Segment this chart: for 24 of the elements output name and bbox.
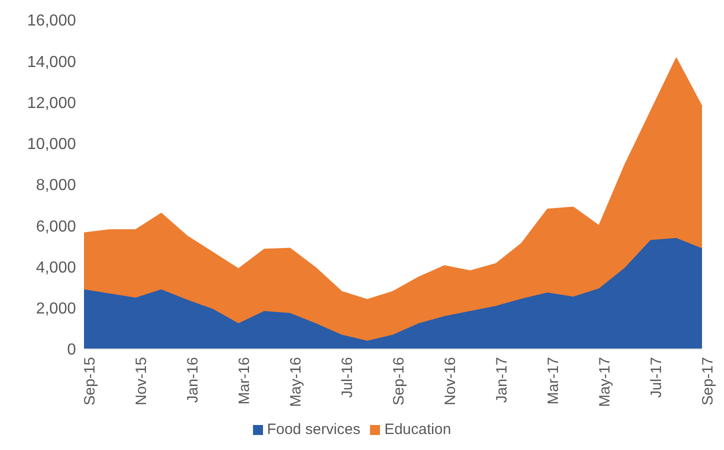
x-tick-label: Jan-17 xyxy=(494,357,511,403)
x-tick-label: Sep-16 xyxy=(390,357,408,406)
y-tick-label: 0 xyxy=(67,342,76,359)
x-tick-label: Jul-17 xyxy=(648,357,666,398)
x-tick-label: Mar-16 xyxy=(236,357,254,405)
y-tick-label: 6,000 xyxy=(36,218,76,236)
legend-label: Food services xyxy=(266,421,360,438)
x-tick-label: Mar-17 xyxy=(545,357,562,405)
legend-label: Education xyxy=(384,421,452,438)
y-tick-label: 16,000 xyxy=(27,12,76,30)
x-tick-label: May-17 xyxy=(596,357,614,408)
x-tick-label: Sep-15 xyxy=(82,357,99,406)
x-tick-label: Sep-17 xyxy=(700,357,717,406)
x-tick-label: Nov-15 xyxy=(133,357,150,406)
y-tick-label: 14,000 xyxy=(27,54,76,71)
y-tick-label: 10,000 xyxy=(27,136,76,154)
y-tick-label: 2,000 xyxy=(36,300,76,318)
x-tick-label: May-16 xyxy=(288,357,305,408)
y-tick-label: 4,000 xyxy=(36,259,76,276)
x-tick-label: Jul-16 xyxy=(339,357,356,398)
x-tick-label: Jan-16 xyxy=(184,357,202,403)
x-tick-label: Nov-16 xyxy=(442,357,460,406)
y-tick-label: 12,000 xyxy=(27,94,76,112)
y-tick-label: 8,000 xyxy=(36,177,76,194)
